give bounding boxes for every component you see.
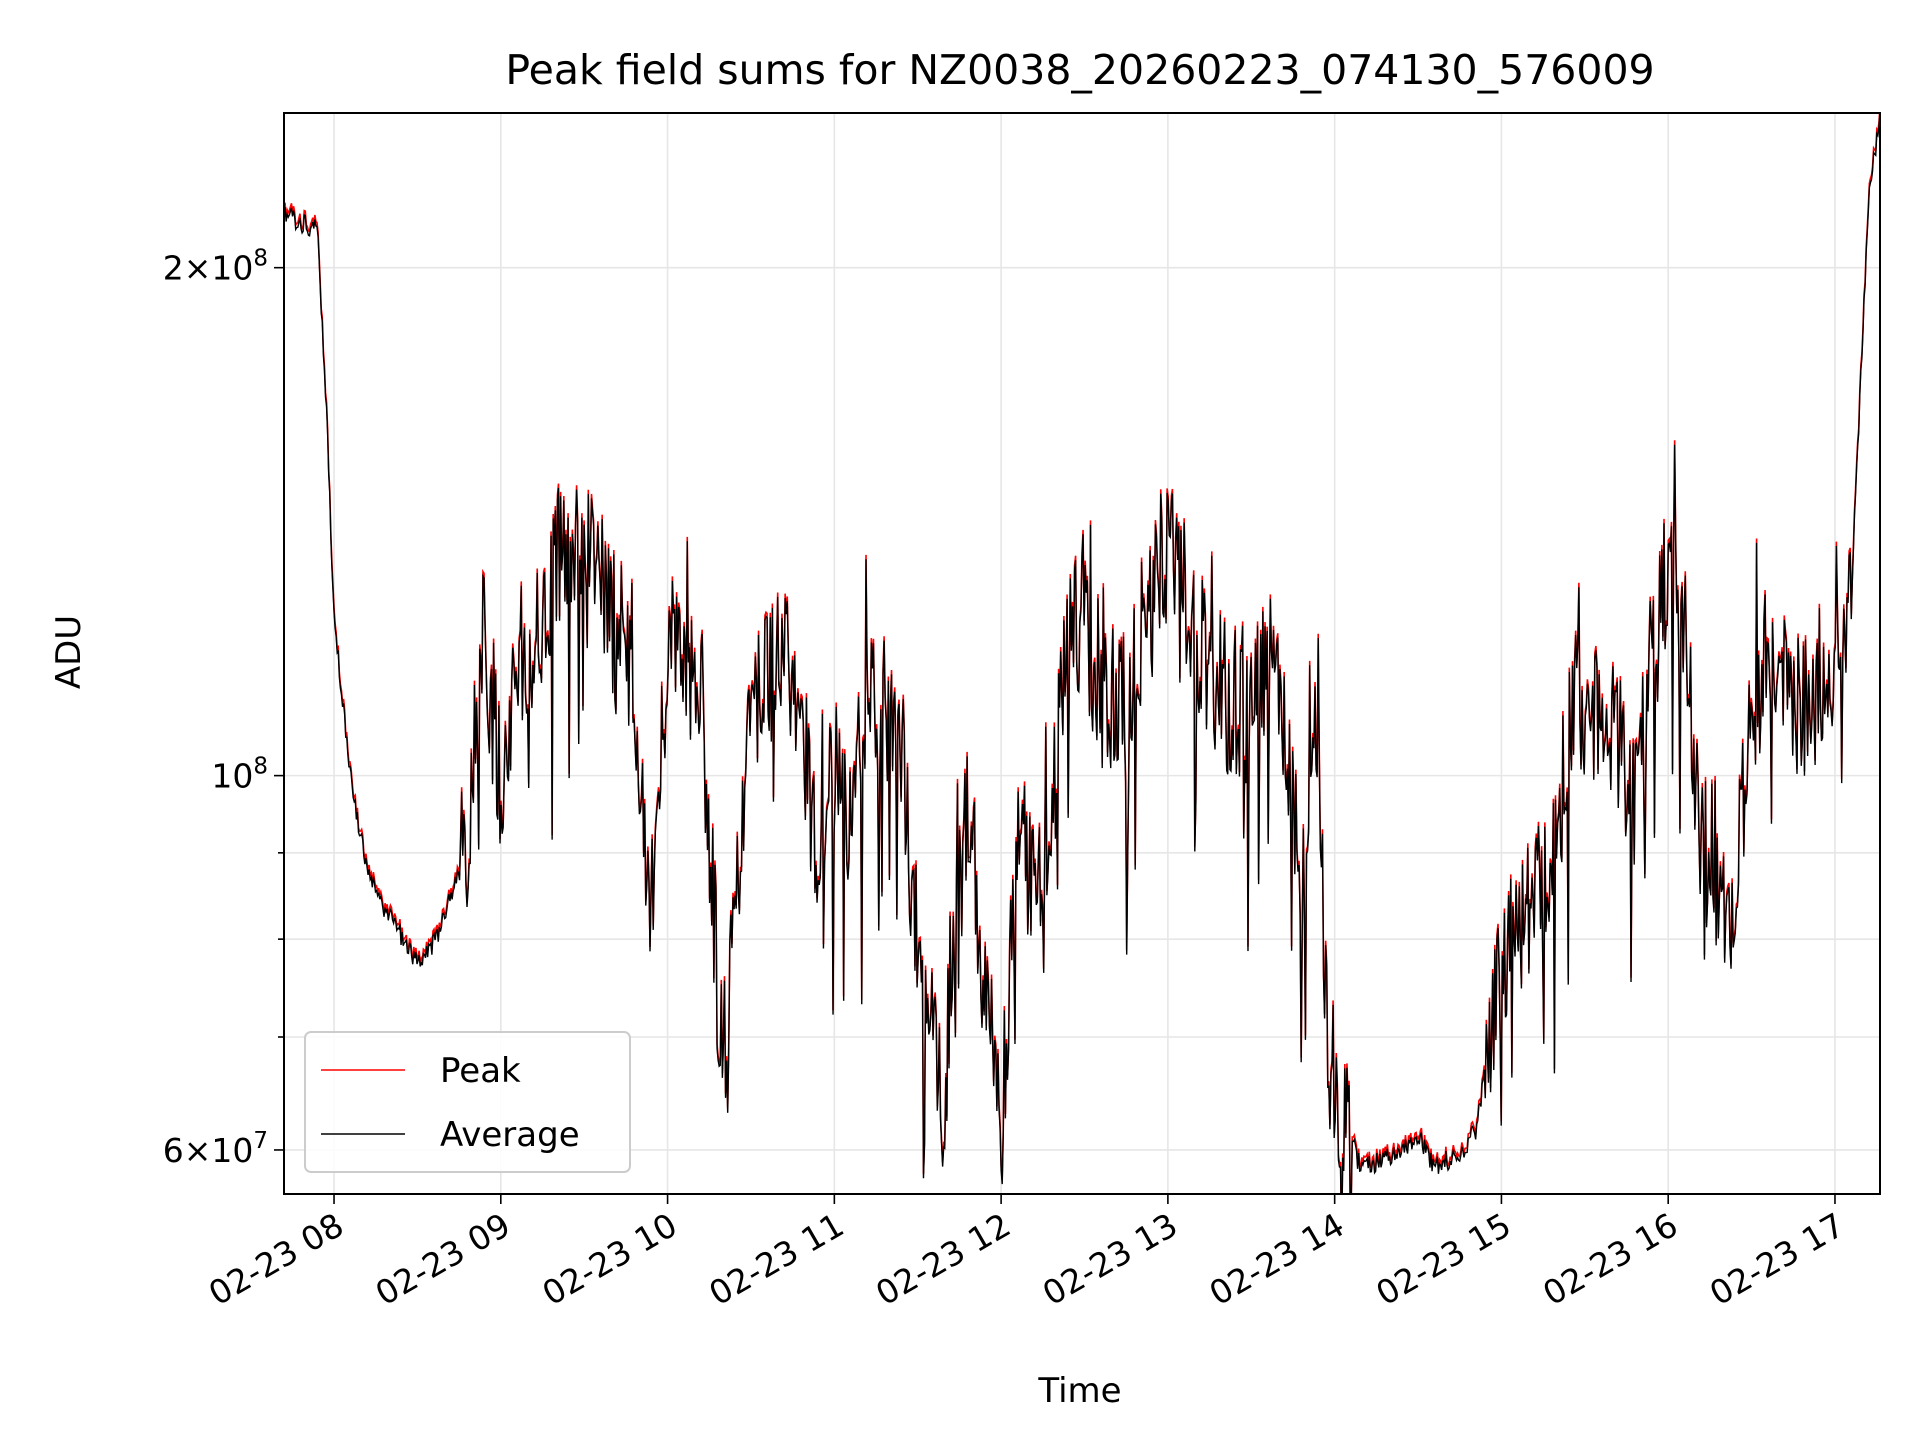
series-line-average bbox=[284, 113, 1880, 1194]
y-tick-exponent: 8 bbox=[253, 246, 268, 272]
legend: Peak Average bbox=[304, 1031, 631, 1173]
x-axis-label: Time bbox=[1037, 1371, 1121, 1411]
y-tick-label: 2×108 bbox=[163, 246, 268, 288]
y-tick-label: 6×107 bbox=[163, 1128, 268, 1170]
y-tick-base: 10 bbox=[211, 249, 253, 288]
y-tick-exponent: 7 bbox=[253, 1128, 268, 1154]
y-tick-label: 108 bbox=[211, 754, 268, 796]
y-tick-times: × bbox=[184, 249, 212, 288]
plot-area bbox=[284, 113, 1880, 1194]
y-axis-label: ADU bbox=[49, 615, 89, 689]
y-tick-exponent: 8 bbox=[253, 754, 268, 780]
y-tick-base: 10 bbox=[211, 757, 253, 796]
legend-label-peak: Peak bbox=[440, 1051, 521, 1091]
y-tick-times: × bbox=[184, 1131, 212, 1170]
legend-label-average: Average bbox=[440, 1115, 580, 1155]
legend-box bbox=[304, 1031, 631, 1173]
y-tick-base: 10 bbox=[211, 1131, 253, 1170]
y-tick-mantissa: 6 bbox=[163, 1131, 184, 1170]
y-tick-mantissa: 2 bbox=[163, 249, 184, 288]
chart-title: Peak field sums for NZ0038_20260223_0741… bbox=[505, 46, 1654, 94]
plot-frame bbox=[283, 112, 1881, 1195]
